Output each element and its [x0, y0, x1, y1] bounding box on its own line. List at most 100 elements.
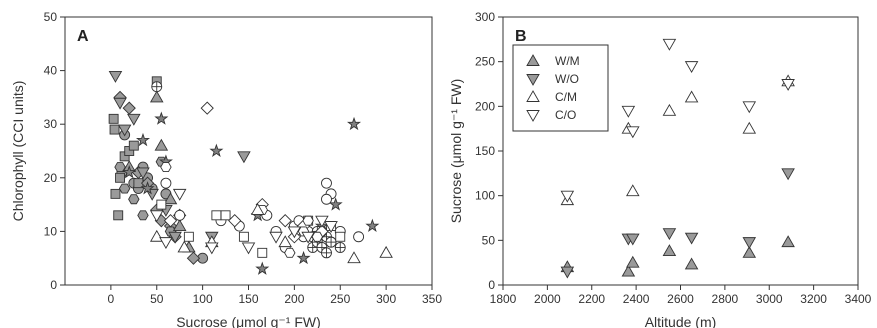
panel-a-data-point	[269, 231, 283, 244]
panel-a-x-tick-label: 350	[422, 292, 442, 306]
panel-a-data-point	[177, 240, 192, 253]
panel-a-data-point	[321, 193, 332, 205]
panel-a-data-point	[278, 214, 292, 228]
panel-b-legend-marker	[526, 110, 540, 122]
panel-a-data-point	[353, 231, 365, 243]
panel-b-data-point	[626, 255, 640, 268]
panel-a-panel-label: A	[77, 28, 89, 45]
panel-a-data-point	[110, 188, 121, 199]
panel-b-legend: W/M W/O C/M C/O	[512, 44, 609, 132]
panel-a-x-tick-label: 0	[108, 292, 115, 306]
panel-a-data-point	[163, 214, 178, 228]
panel-b-y-tick-label: 100	[475, 189, 495, 203]
panel-a-x-tick-label: 300	[376, 292, 396, 306]
panel-a-series-5	[108, 71, 251, 244]
panel-a-data-point	[122, 101, 136, 115]
panel-b-data-point	[626, 233, 640, 246]
panel-a-data-point	[278, 235, 292, 248]
panel-a-data-point	[205, 242, 219, 255]
panel-a-data-point	[154, 111, 169, 125]
panel-a-data-point	[347, 116, 362, 131]
panel-a-data-point	[149, 229, 164, 242]
panel-a-y-tick-label: 0	[50, 278, 57, 292]
panel-a-data-point	[160, 162, 172, 173]
panel-a-data-point	[365, 218, 380, 233]
panel-a-y-tick-label: 20	[44, 171, 58, 185]
panel-a-data-point	[174, 209, 186, 221]
panel-b-data-point	[684, 61, 699, 74]
panel-b-legend-label: W/M	[555, 54, 580, 68]
panel-a-x-tick-label: 50	[150, 292, 164, 306]
panel-b-data-point	[742, 237, 757, 250]
panel-b-data-point	[742, 121, 757, 134]
panel-a-data-point	[324, 221, 338, 233]
panel-b-chart: 1800 2000 2200 2400 2600 2800 3000 3200 3400 0 50 1…	[448, 10, 872, 328]
panel-b-y-tick-label: 300	[475, 10, 495, 24]
panel-a-data-point	[311, 231, 324, 242]
panel-a-data-point	[209, 143, 224, 157]
panel-a-series-3	[114, 156, 177, 237]
panel-a-data-point	[211, 210, 222, 221]
panel-a-series-10	[163, 101, 329, 244]
panel-a-data-point	[325, 236, 337, 248]
panel-b-x-axis-title: Altitude (m)	[645, 314, 717, 328]
panel-b-series-3	[560, 38, 795, 203]
panel-a-y-tick-label: 10	[44, 224, 58, 238]
panel-a-x-tick-label: 250	[330, 292, 350, 306]
panel-a-data-point	[347, 251, 361, 264]
panel-b-data-point	[781, 168, 795, 181]
panel-a-data-point	[186, 251, 201, 265]
panel-a-data-point	[140, 181, 155, 195]
panel-b-data-point	[662, 244, 677, 257]
panel-b-x-tick-label: 2200	[578, 292, 605, 306]
panel-b-panel-label: B	[515, 28, 527, 45]
panel-b-x-tick-label: 3000	[756, 292, 783, 306]
panel-a-data-point	[151, 81, 163, 93]
panel-b-x-tick-label: 2400	[623, 292, 650, 306]
panel-b-legend-box	[512, 44, 609, 132]
panel-b-y-tick-label: 200	[475, 99, 495, 113]
panel-a-data-point	[154, 138, 169, 151]
panel-a-data-point	[228, 214, 242, 228]
panel-b-legend-label: C/O	[555, 108, 576, 122]
panel-b-x-tick-label: 3200	[800, 292, 827, 306]
panel-b-y-tick-label: 0	[488, 278, 495, 292]
panel-a-data-point	[328, 197, 343, 211]
panel-a-data-point	[114, 162, 126, 173]
panel-b-x-tick-label: 2600	[667, 292, 694, 306]
panel-a-data-point	[108, 113, 119, 124]
panel-a-data-point	[113, 210, 124, 221]
panel-a-data-point	[108, 71, 123, 83]
panel-b-y-axis-title: Sucrose (μmol g⁻¹ FW)	[448, 79, 464, 224]
panel-a-data-point	[128, 194, 140, 205]
panel-b-y-tick-label: 150	[475, 144, 495, 158]
panel-b-x-tick-label: 3400	[845, 292, 872, 306]
panel-b-data-point	[621, 264, 636, 277]
panel-a-y-tick-label: 30	[44, 117, 58, 131]
panel-b-data-point	[560, 190, 575, 203]
panel-a-data-point	[257, 247, 268, 258]
panel-a-data-point	[302, 215, 314, 226]
panel-b-data-point	[626, 126, 640, 139]
panel-a-data-point	[159, 237, 173, 250]
panel-b-data-point	[742, 245, 757, 258]
panel-b-legend-marker	[526, 90, 540, 102]
panel-a-data-point	[301, 231, 315, 244]
panel-b-x-tick-label: 2800	[712, 292, 739, 306]
panel-a-data-point	[128, 140, 139, 151]
panel-b-y-tick-label: 250	[475, 55, 495, 69]
panel-a-data-point	[109, 124, 120, 135]
panel-a-x-tick-label: 150	[238, 292, 258, 306]
panel-a-data-point	[321, 247, 332, 259]
panel-a-data-point	[149, 90, 164, 103]
panel-a-x-axis-title: Sucrose (μmol g⁻¹ FW)	[176, 314, 321, 328]
panel-b-x-tick-label: 2000	[534, 292, 561, 306]
panel-a-data-point	[172, 188, 187, 201]
panel-b-data-point	[662, 38, 677, 51]
panel-a-series-13	[149, 188, 338, 255]
panel-a-data-point	[183, 231, 194, 242]
panel-b-legend-marker	[526, 74, 540, 86]
panel-b-series-0	[560, 235, 795, 277]
panel-b-legend-label: W/O	[555, 72, 579, 86]
